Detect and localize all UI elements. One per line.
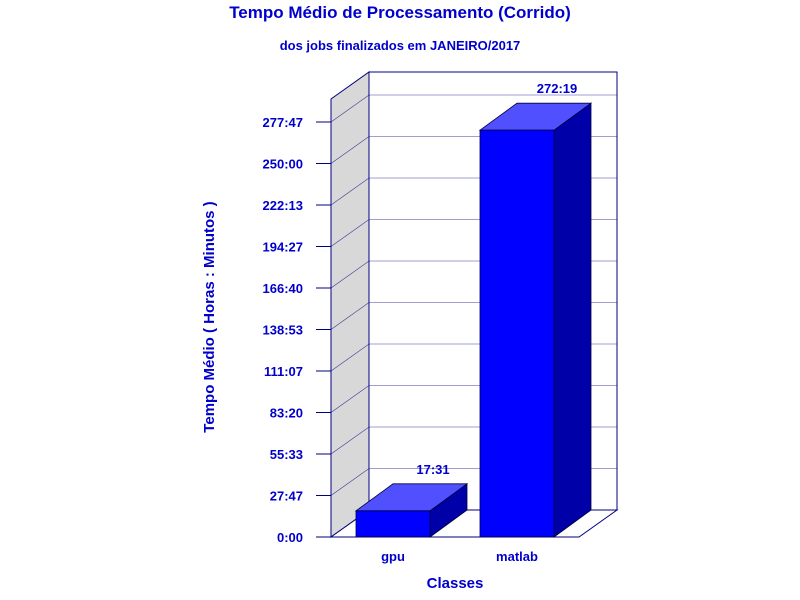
y-tick-label: 0:00	[277, 530, 303, 545]
chart-title: Tempo Médio de Processamento (Corrido)	[229, 3, 571, 22]
x-category-label: gpu	[381, 549, 405, 564]
bar-value-label: 17:31	[416, 462, 449, 477]
y-tick-label: 250:00	[263, 157, 303, 172]
y-axis-title: Tempo Médio ( Horas : Minutos )	[201, 201, 218, 432]
y-tick-label: 222:13	[263, 198, 303, 213]
side-wall	[330, 71, 370, 538]
bar-matlab	[478, 102, 593, 538]
bar-side	[553, 102, 592, 538]
y-tick-label: 138:53	[263, 323, 303, 338]
x-category-label: matlab	[496, 549, 538, 564]
y-tick-label: 27:47	[270, 489, 303, 504]
x-axis-categories: gpu matlab	[381, 549, 538, 564]
bars: 17:31 272:19	[354, 81, 593, 538]
y-tick-label: 83:20	[270, 406, 303, 421]
y-tick-label: 55:33	[270, 447, 303, 462]
y-axis-ticks: 0:00 27:47 55:33 83:20 111:07 138:53 166:40 194…	[263, 99, 332, 545]
y-tick-label: 277:47	[263, 115, 303, 130]
y-tick-label: 194:27	[263, 240, 303, 255]
bar-gpu	[354, 483, 469, 538]
bar-front	[479, 129, 555, 538]
y-tick-label: 166:40	[263, 281, 303, 296]
chart-subtitle: dos jobs finalizados em JANEIRO/2017	[280, 38, 521, 53]
bar-front	[355, 510, 431, 538]
grid-line	[330, 94, 617, 123]
bar-value-label: 272:19	[537, 81, 577, 96]
x-axis-title: Classes	[427, 575, 484, 592]
y-tick-label: 111:07	[264, 364, 303, 379]
